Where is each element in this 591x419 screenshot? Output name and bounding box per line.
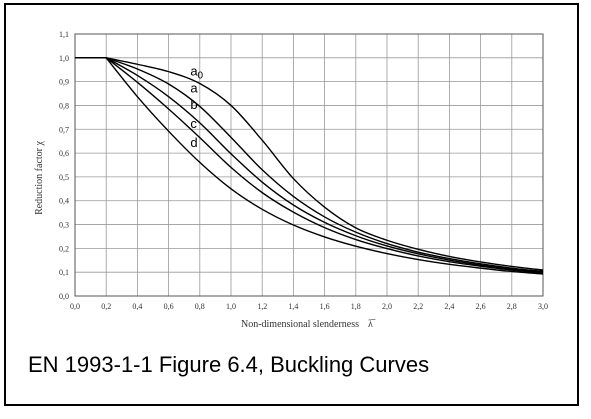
curve-a0: [75, 57, 544, 271]
x-tick-labels: 0,0 0,2 0,4 0,6 0,8 1,0 1,2 1,4 1,6 1,8 2,0 2,2 2,4 2…: [70, 302, 548, 311]
y-tick-label: 0,7: [59, 125, 69, 134]
x-tick-label: 0,2: [101, 302, 111, 311]
x-tick-label: 1,6: [320, 302, 330, 311]
x-axis-label: Non-dimensional slenderness: [241, 319, 359, 330]
x-tick-label: 2,2: [413, 302, 423, 311]
chart-grid: [74, 33, 544, 297]
x-tick-label: 1,4: [288, 302, 298, 311]
y-axis-label: Reduction factor χ: [34, 141, 45, 215]
y-tick-label: 0,4: [59, 197, 69, 206]
curve-d: [75, 57, 544, 275]
x-tick-label: 1,2: [257, 302, 267, 311]
x-tick-label: 0,6: [164, 302, 174, 311]
y-tick-label: 0,0: [59, 292, 69, 301]
y-tick-label: 0,2: [59, 244, 69, 253]
x-tick-label: 3,0: [538, 302, 548, 311]
chart-axes: [74, 33, 544, 297]
x-tick-label: 0,4: [132, 302, 142, 311]
y-tick-labels: 0,0 0,1 0,2 0,3 0,4 0,5 0,6 0,7 0,8 0,9 1,0 1,1: [59, 30, 69, 301]
curve-b: [75, 57, 544, 273]
curve-a: [75, 57, 544, 273]
curve-label-b: b: [190, 97, 197, 112]
curve-label-a0: a0: [190, 64, 203, 82]
x-tick-label: 0,8: [195, 302, 205, 311]
y-tick-label: 1,0: [59, 54, 69, 63]
figure-caption: EN 1993-1-1 Figure 6.4, Buckling Curves: [28, 352, 430, 377]
curve-c: [75, 57, 544, 274]
x-tick-label: 1,8: [351, 302, 361, 311]
y-tick-label: 0,5: [59, 173, 69, 182]
y-tick-label: 0,1: [59, 268, 69, 277]
x-tick-label: 1,0: [226, 302, 236, 311]
y-tick-label: 0,9: [59, 78, 69, 87]
x-tick-label: 2,8: [507, 302, 517, 311]
curve-label-a: a: [190, 80, 198, 95]
x-tick-label: 0,0: [70, 302, 80, 311]
y-tick-label: 0,6: [59, 149, 69, 158]
y-tick-label: 0,8: [59, 101, 69, 110]
x-axis-symbol: λ̅: [368, 319, 376, 330]
y-tick-label: 0,3: [59, 221, 69, 230]
plot-border: [74, 33, 544, 297]
x-tick-label: 2,0: [382, 302, 392, 311]
x-tick-label: 2,6: [476, 302, 486, 311]
curve-label-c: c: [190, 116, 197, 131]
x-tick-label: 2,4: [444, 302, 454, 311]
curve-label-d: d: [190, 135, 197, 150]
y-tick-label: 1,1: [59, 30, 69, 39]
chart-curves: [75, 57, 544, 275]
